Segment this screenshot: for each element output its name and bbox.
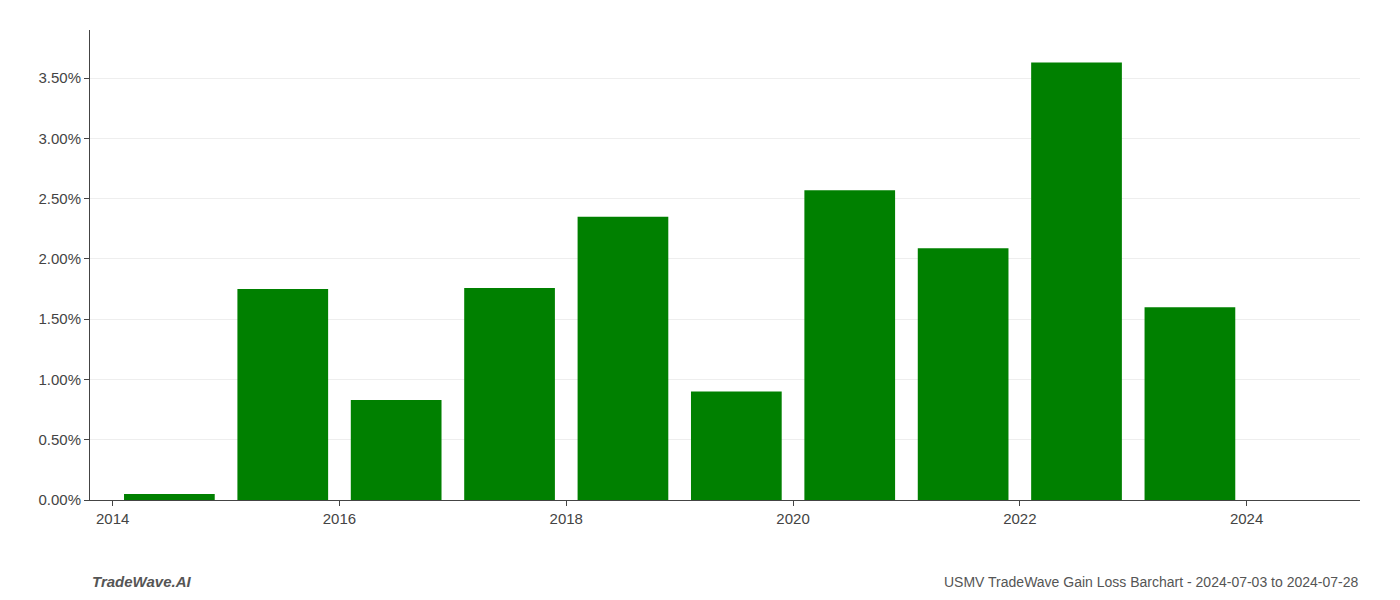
svg-text:2.50%: 2.50% [38, 190, 81, 207]
svg-text:2018: 2018 [550, 510, 583, 527]
svg-text:2020: 2020 [776, 510, 809, 527]
svg-text:2016: 2016 [323, 510, 356, 527]
svg-text:0.50%: 0.50% [38, 431, 81, 448]
svg-text:2014: 2014 [96, 510, 129, 527]
svg-text:3.00%: 3.00% [38, 130, 81, 147]
svg-text:USMV TradeWave Gain Loss Barch: USMV TradeWave Gain Loss Barchart - 2024… [944, 574, 1358, 590]
svg-text:1.00%: 1.00% [38, 371, 81, 388]
svg-text:2022: 2022 [1003, 510, 1036, 527]
svg-text:2.00%: 2.00% [38, 250, 81, 267]
svg-text:1.50%: 1.50% [38, 310, 81, 327]
svg-text:TradeWave.AI: TradeWave.AI [92, 573, 191, 590]
svg-text:0.00%: 0.00% [38, 491, 81, 508]
svg-text:2024: 2024 [1230, 510, 1263, 527]
svg-text:3.50%: 3.50% [38, 69, 81, 86]
